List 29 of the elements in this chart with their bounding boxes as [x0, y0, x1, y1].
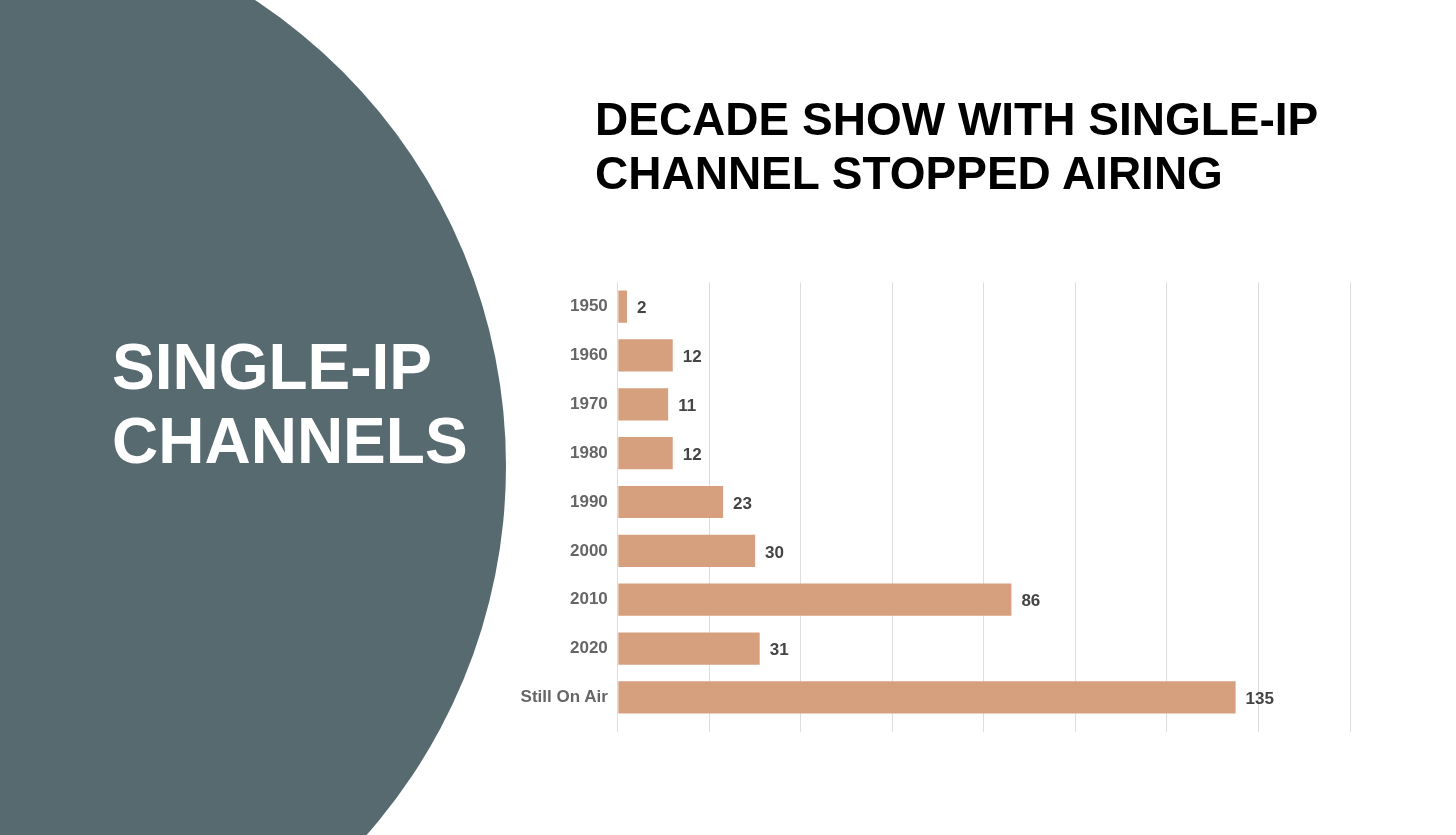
data-label: 86	[1021, 591, 1041, 611]
data-label: 12	[682, 444, 702, 464]
bar	[618, 583, 1012, 616]
y-tick-label: 1950	[570, 296, 608, 316]
data-label: 31	[769, 640, 789, 660]
data-label: 2	[636, 298, 647, 318]
y-tick-label: 1990	[570, 491, 608, 511]
data-label: 30	[765, 542, 785, 562]
bar	[618, 437, 673, 470]
text: SINGLE-IP CHANNELS	[112, 330, 469, 478]
data-label: 11	[678, 396, 697, 415]
y-tick-label: 1980	[570, 442, 608, 462]
y-tick-label: 2020	[570, 638, 608, 658]
y-tick-label: 2010	[570, 589, 608, 609]
y-tick-label: 2000	[570, 540, 608, 560]
y-tick-label: 1960	[570, 345, 608, 365]
data-label: 12	[682, 347, 702, 367]
y-tick-label: Still On Air	[520, 687, 609, 707]
bar	[618, 681, 1236, 714]
data-label: 135	[1245, 689, 1274, 709]
bar	[618, 485, 724, 519]
data-label: 23	[733, 493, 753, 513]
bar	[618, 290, 627, 323]
bar	[618, 632, 760, 665]
chart-title: DECADE SHOW WITH SINGLE-IP CHANNEL STOPPED AIRING	[595, 92, 1319, 200]
bar	[618, 339, 673, 372]
bar	[618, 388, 669, 421]
y-tick-label: 1970	[570, 394, 608, 413]
bar	[618, 534, 756, 567]
